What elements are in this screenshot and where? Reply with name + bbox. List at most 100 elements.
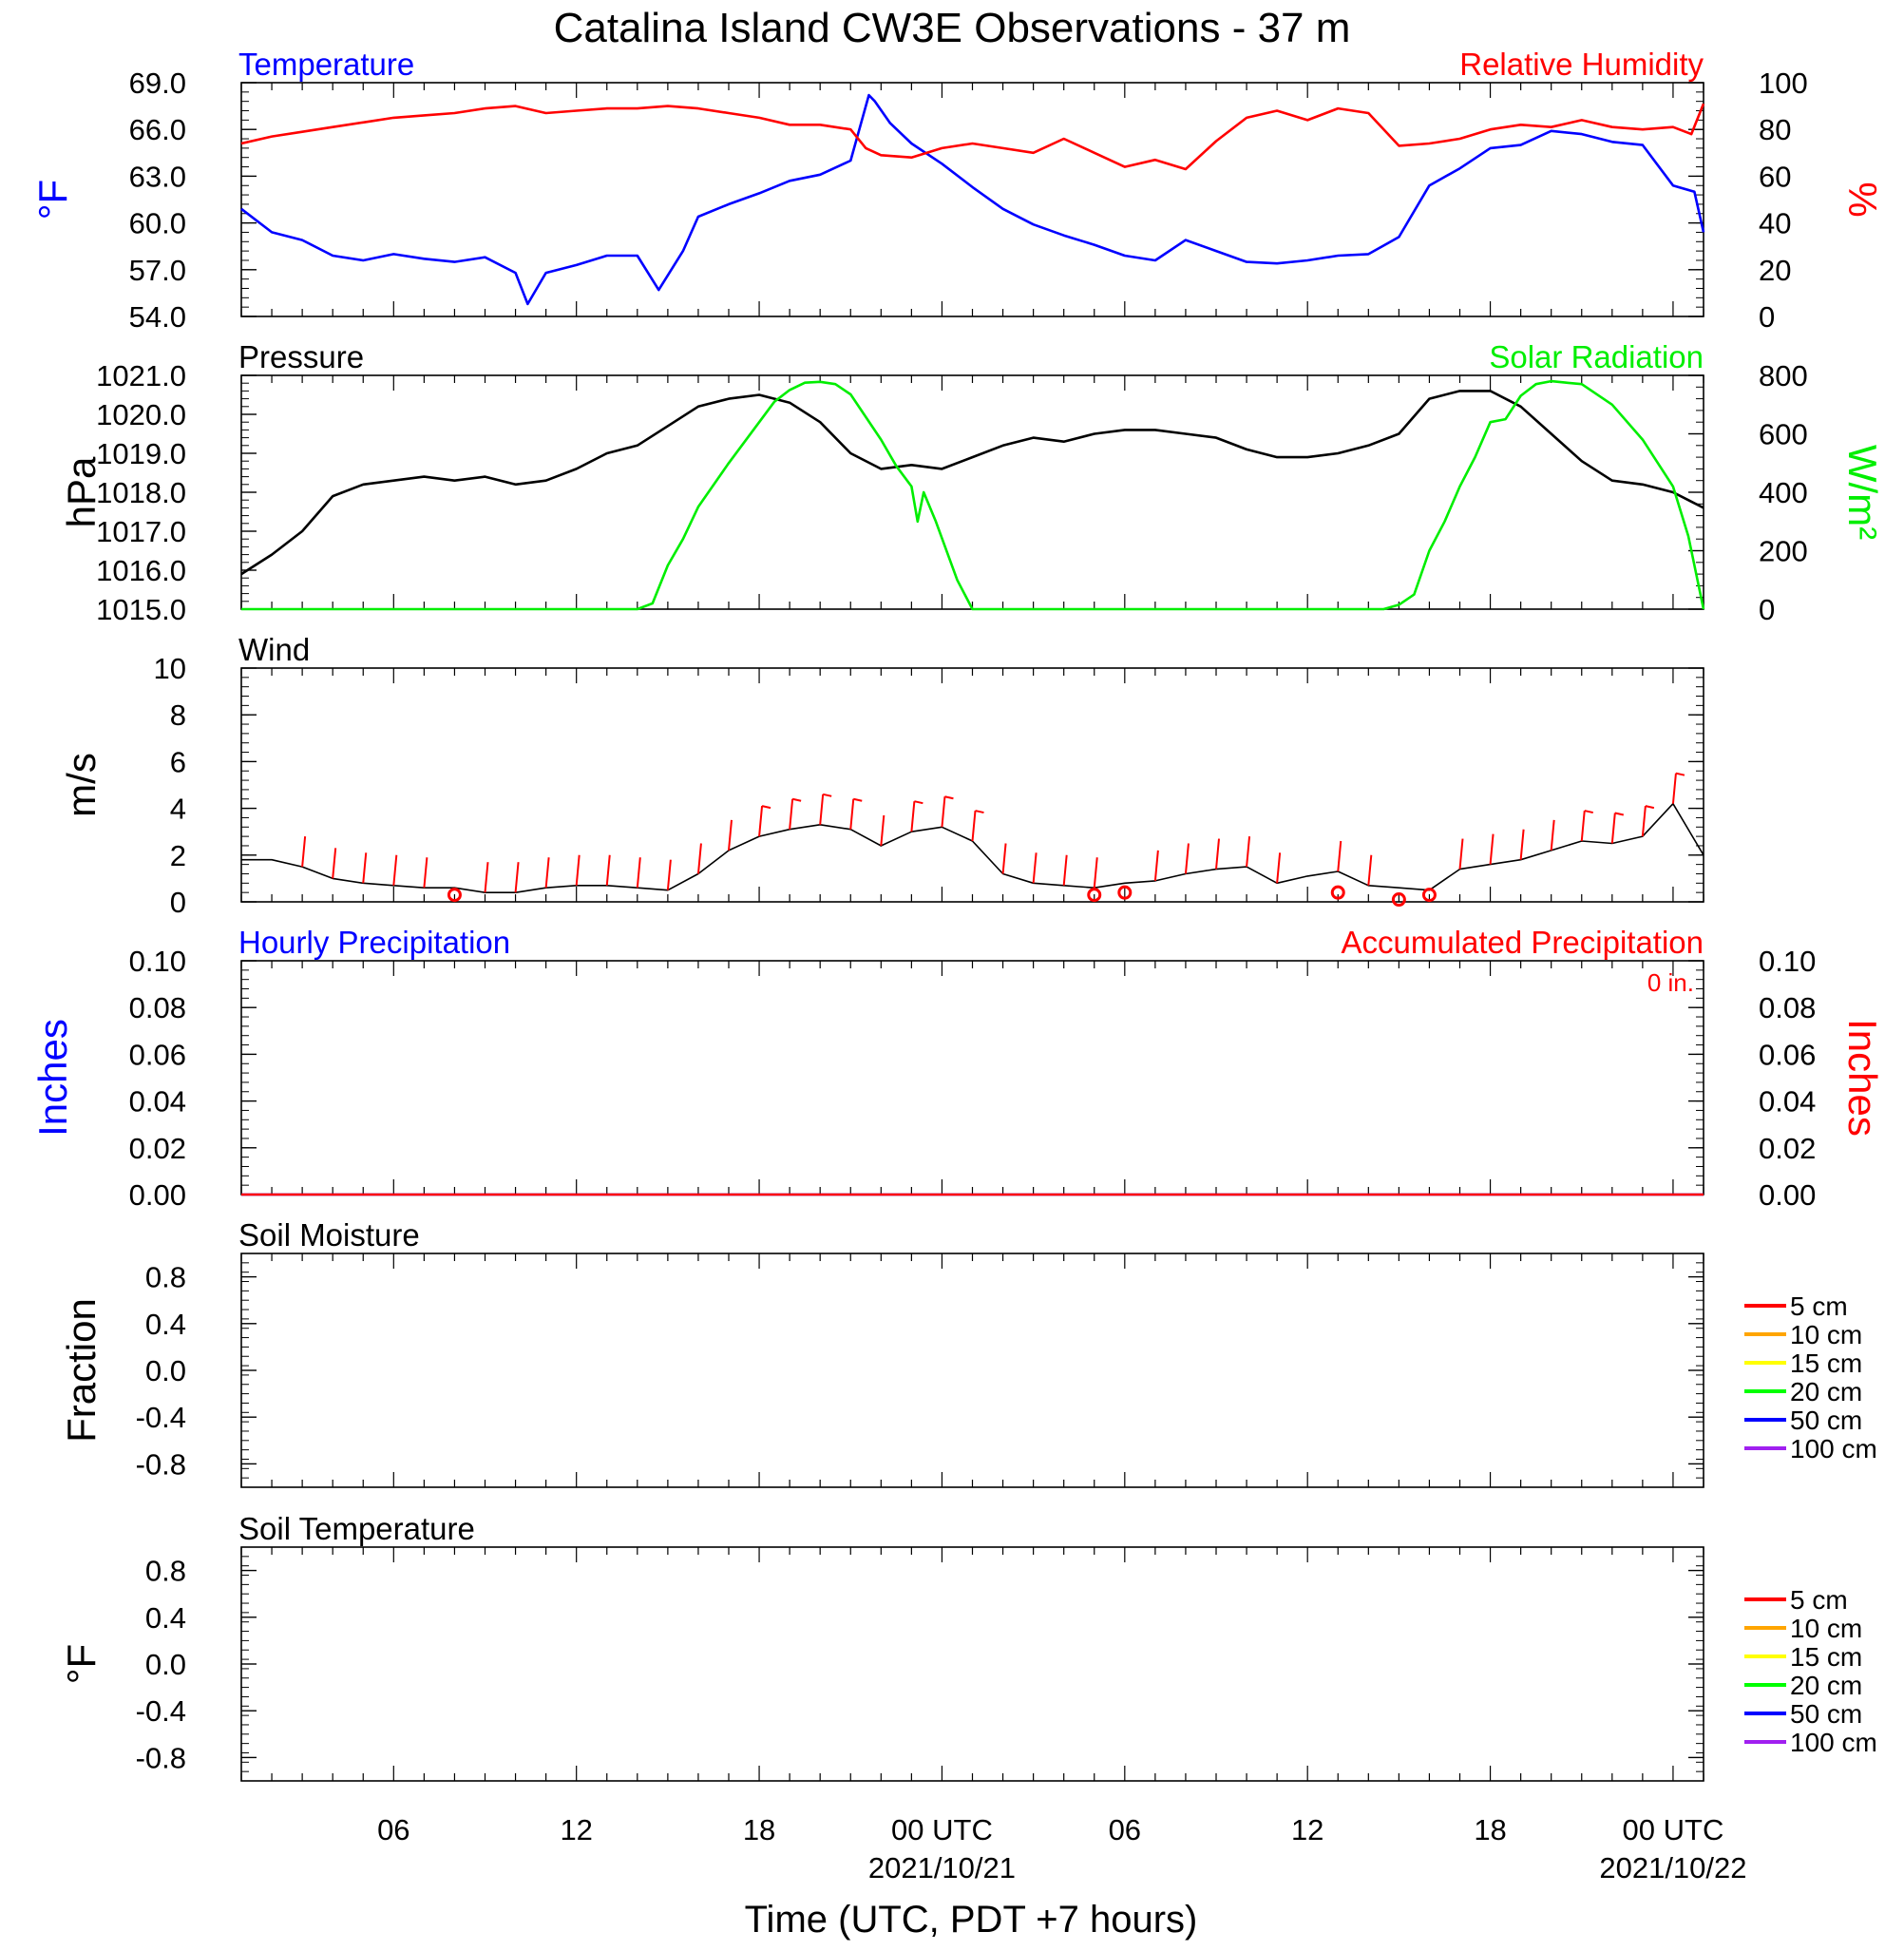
y-tick-label-right: 800 xyxy=(1759,359,1808,392)
calm-marker xyxy=(447,888,462,903)
wind-barb xyxy=(1093,857,1098,889)
wind-barb xyxy=(1337,840,1342,872)
wind-barb-flag xyxy=(791,797,802,802)
y-axis-label-right: W/m² xyxy=(1840,445,1885,540)
calm-marker xyxy=(1421,888,1437,903)
x-axis-label: Time (UTC, PDT +7 hours) xyxy=(745,1899,1198,1941)
wind-barb xyxy=(1215,838,1220,870)
y-tick-label-left: 0.00 xyxy=(129,1178,186,1212)
legend-label: 10 cm xyxy=(1790,1614,1862,1643)
y-tick-label-left: 0.4 xyxy=(145,1308,186,1341)
legend-label: 50 cm xyxy=(1790,1699,1862,1729)
wind-barb xyxy=(1671,773,1677,804)
wind-barb xyxy=(1550,819,1555,851)
y-axis-label-left: m/s xyxy=(59,753,104,817)
x-tick-label: 18 xyxy=(743,1813,775,1846)
wind-barb xyxy=(1153,850,1159,881)
wind-barb xyxy=(423,857,428,889)
y-tick-label-left: 1021.0 xyxy=(96,359,186,392)
x-tick-label: 12 xyxy=(1291,1813,1323,1846)
wind-barb xyxy=(696,843,702,874)
panel-title-left: Soil Temperature xyxy=(238,1511,475,1546)
time-axis: 06 12 18 00 UTC 2021/10/21 06 12 18 00 UTC 2021/1… xyxy=(377,1813,1746,1884)
y-tick-label-right: 400 xyxy=(1759,476,1808,509)
legend-label: 15 cm xyxy=(1790,1348,1862,1378)
y-axis-label-left: °F xyxy=(59,1644,104,1684)
y-tick-label-right: 20 xyxy=(1759,254,1791,287)
x-tick-date: 2021/10/21 xyxy=(868,1851,1016,1884)
figure-title: Catalina Island CW3E Observations - 37 m xyxy=(554,5,1351,51)
y-tick-label-left: 66.0 xyxy=(129,113,186,146)
y-tick-label-left: -0.4 xyxy=(136,1694,186,1728)
panel-title-left: Hourly Precipitation xyxy=(238,925,510,960)
y-tick-label-left: 54.0 xyxy=(129,300,186,334)
wind-barb xyxy=(544,857,550,889)
wind-barb xyxy=(789,798,794,830)
panel-pressure_solar: 1015.0 1016.0 1017.0 1018.0 1019.0 1020.0 1021… xyxy=(59,339,1885,626)
wind-barb xyxy=(971,810,977,842)
legend-label: 5 cm xyxy=(1790,1291,1848,1321)
wind-barb xyxy=(1610,813,1616,844)
x-tick-label: 06 xyxy=(1109,1813,1141,1846)
y-tick-label-right: 60 xyxy=(1759,160,1791,193)
wind-barb xyxy=(1062,854,1068,886)
x-tick-label: 18 xyxy=(1474,1813,1506,1846)
y-tick-label-left: 0.0 xyxy=(145,1354,186,1387)
plot-frame xyxy=(240,667,1704,903)
y-tick-label-left: 1017.0 xyxy=(96,515,186,548)
wind-barb xyxy=(1489,833,1495,865)
y-tick-label-left: 0.4 xyxy=(145,1601,186,1635)
wind-barb xyxy=(605,854,611,886)
y-tick-label-left: 60.0 xyxy=(129,207,186,240)
panels: 54.057.060.063.066.069.0020406080100Temp… xyxy=(30,47,1885,1782)
wind-barb xyxy=(849,798,855,830)
y-tick-label-left: 1020.0 xyxy=(96,398,186,431)
series-solar-radiation xyxy=(241,379,1705,611)
y-tick-label-left: 0.04 xyxy=(129,1085,186,1119)
legend-label: 15 cm xyxy=(1790,1642,1862,1672)
y-tick-label-left: 0.8 xyxy=(145,1261,186,1294)
wind-barb xyxy=(728,819,733,851)
panel-title-left: Soil Moisture xyxy=(238,1217,420,1253)
y-tick-label-left: 69.0 xyxy=(129,67,186,100)
y-tick-label-right: 0.08 xyxy=(1759,991,1816,1024)
wind-barb xyxy=(1367,854,1373,886)
y-tick-label-right: 200 xyxy=(1759,535,1808,568)
wind-barb xyxy=(1458,838,1464,870)
y-tick-label-left: 1016.0 xyxy=(96,554,186,587)
plot-frame xyxy=(240,374,1704,610)
y-tick-label-left: -0.8 xyxy=(136,1447,186,1481)
wind-barb xyxy=(1276,852,1282,884)
wind-barb xyxy=(1001,843,1007,874)
series-temperature xyxy=(240,93,1705,306)
wind-barb xyxy=(575,854,581,886)
wind-barb-flag xyxy=(1614,812,1625,816)
y-tick-label-left: 57.0 xyxy=(129,254,186,287)
panel-title-left: Temperature xyxy=(238,47,414,82)
wind-barb-flag xyxy=(914,800,923,805)
legend-label: 20 cm xyxy=(1790,1377,1862,1406)
wind-barb xyxy=(1246,836,1251,868)
wind-barb-flag xyxy=(853,797,863,802)
wind-barb-flag xyxy=(1584,810,1593,814)
calm-marker xyxy=(1391,892,1406,908)
y-tick-label-right: 600 xyxy=(1759,418,1808,451)
panel-title-left: Pressure xyxy=(238,339,364,374)
plot-frame xyxy=(240,1546,1704,1782)
legend-label: 50 cm xyxy=(1790,1406,1862,1435)
x-tick-label: 00 UTC xyxy=(891,1813,993,1846)
y-axis-label-left: Inches xyxy=(30,1019,75,1137)
y-tick-label-left: 2 xyxy=(170,839,186,872)
y-tick-label-right: 0.06 xyxy=(1759,1038,1816,1071)
y-tick-label-left: 0.06 xyxy=(129,1038,186,1071)
y-tick-label-right: 0.10 xyxy=(1759,945,1816,978)
y-tick-label-left: 1018.0 xyxy=(96,476,186,509)
panel-temp_rh: 54.0 57.0 60.0 63.0 66.0 69.0 0 20 40 60 80 100 Temp… xyxy=(30,47,1885,334)
panel-title-left: Wind xyxy=(238,632,310,667)
panel-soil_moisture: -0.8 -0.4 0.0 0.4 0.8 Soil Moisture Fraction 5 … xyxy=(59,1217,1877,1488)
series-pressure xyxy=(240,390,1704,576)
y-tick-label-left: 1015.0 xyxy=(96,593,186,626)
y-tick-label-left: 0 xyxy=(170,886,186,919)
y-tick-label-left: 0.02 xyxy=(129,1132,186,1165)
y-tick-label-right: 0 xyxy=(1759,300,1775,334)
